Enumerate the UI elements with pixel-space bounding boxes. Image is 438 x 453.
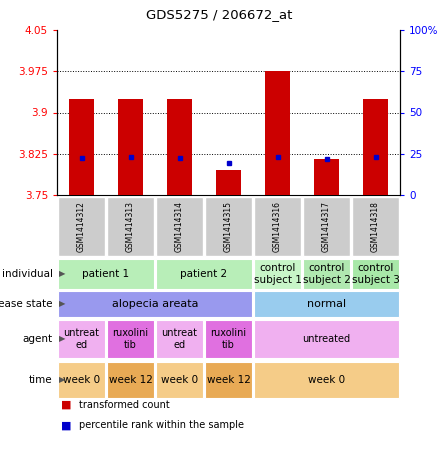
Text: GSM1414315: GSM1414315 [224,201,233,252]
Text: week 0: week 0 [308,375,345,385]
Text: normal: normal [307,299,346,309]
Text: individual: individual [2,269,53,279]
Text: control
subject 3: control subject 3 [352,263,399,285]
Bar [265,71,290,195]
Bar [58,259,154,289]
Bar [314,159,339,195]
Bar [254,361,399,398]
Bar [254,320,399,358]
Text: ruxolini
tib: ruxolini tib [113,328,148,350]
Text: control
subject 1: control subject 1 [254,263,301,285]
Text: alopecia areata: alopecia areata [112,299,198,309]
Text: untreat
ed: untreat ed [162,328,198,350]
Bar [107,320,154,358]
Text: GSM1414318: GSM1414318 [371,201,380,252]
Text: week 0: week 0 [161,375,198,385]
Text: untreated: untreated [302,334,350,344]
Bar [304,197,350,256]
Bar [156,259,252,289]
Text: GSM1414317: GSM1414317 [322,201,331,252]
Bar [216,170,241,195]
Bar [205,197,251,256]
Bar [303,259,350,289]
Text: GSM1414314: GSM1414314 [175,201,184,252]
Bar [363,99,388,195]
Bar [58,197,105,256]
Text: patient 2: patient 2 [180,269,228,279]
Bar [353,197,399,256]
Text: agent: agent [22,334,53,344]
Text: untreat
ed: untreat ed [64,328,99,350]
Bar [58,361,105,398]
Text: week 12: week 12 [207,375,251,385]
Text: time: time [29,375,53,385]
Text: ▶: ▶ [59,270,66,279]
Bar [167,99,192,195]
Bar [205,361,252,398]
Bar [118,99,143,195]
Text: ▶: ▶ [59,334,66,343]
Bar [107,197,154,256]
Text: week 0: week 0 [63,375,100,385]
Text: ▶: ▶ [59,299,66,308]
Text: transformed count: transformed count [79,400,170,410]
Text: GSM1414313: GSM1414313 [126,201,135,252]
Bar [156,197,202,256]
Bar [205,320,252,358]
Text: GSM1414316: GSM1414316 [273,201,282,252]
Text: disease state: disease state [0,299,53,309]
Text: week 12: week 12 [109,375,152,385]
Bar [352,259,399,289]
Text: GDS5275 / 206672_at: GDS5275 / 206672_at [146,8,292,21]
Text: percentile rank within the sample: percentile rank within the sample [79,420,244,430]
Bar [58,291,252,317]
Text: ■: ■ [61,420,72,430]
Bar [58,320,105,358]
Bar [254,259,301,289]
Bar [107,361,154,398]
Bar [254,197,300,256]
Text: control
subject 2: control subject 2 [303,263,350,285]
Bar [156,320,203,358]
Bar [69,99,94,195]
Text: ▶: ▶ [59,376,66,385]
Text: ruxolini
tib: ruxolini tib [210,328,247,350]
Bar [254,291,399,317]
Text: ■: ■ [61,400,72,410]
Text: GSM1414312: GSM1414312 [77,201,86,252]
Bar [156,361,203,398]
Text: patient 1: patient 1 [82,269,130,279]
